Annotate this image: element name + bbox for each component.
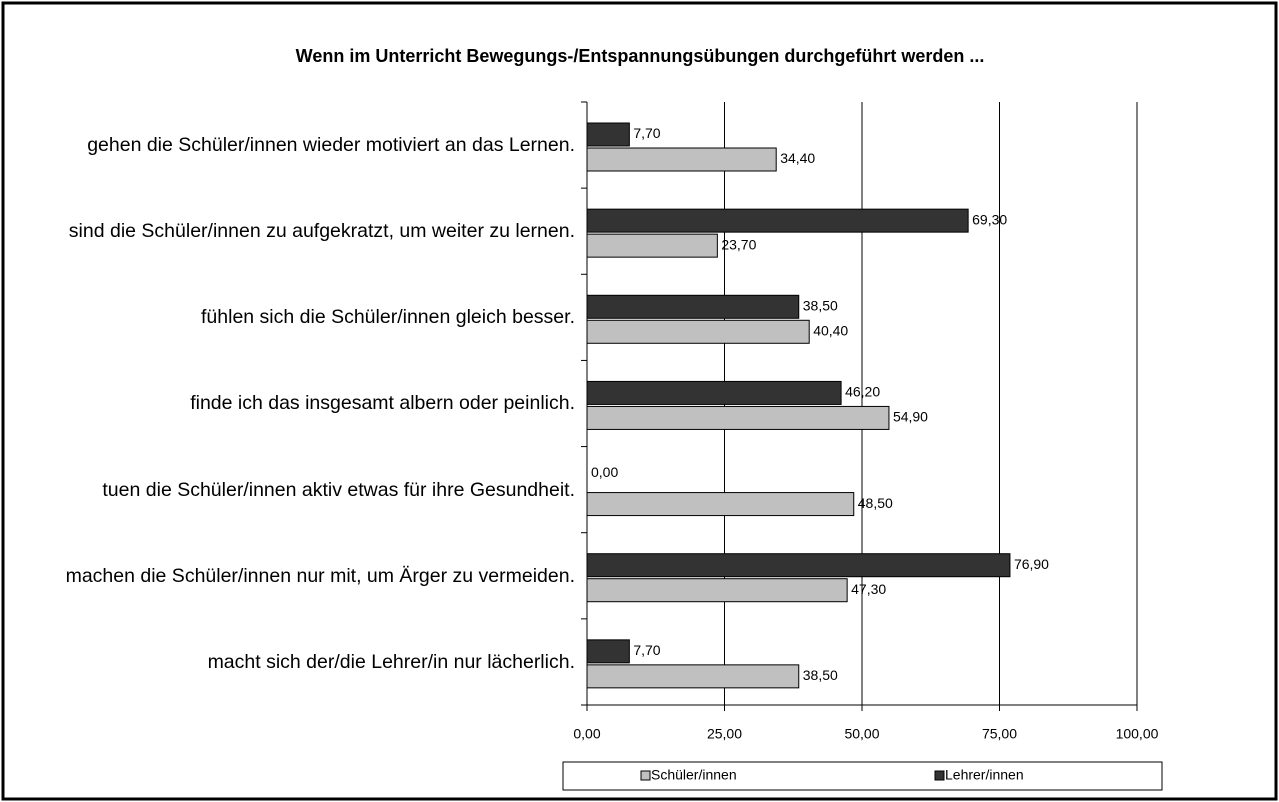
bar [586,208,969,233]
value-label: 34,40 [780,150,815,166]
value-label: 76,90 [1014,556,1049,572]
value-label: 38,50 [803,667,838,683]
bar [586,294,800,319]
bar [586,233,718,258]
value-label: 40,40 [813,322,848,338]
value-label: 46,20 [845,384,880,400]
category-label-box: tuen die Schüler/innen aktiv etwas für i… [10,447,575,533]
bar [586,664,800,689]
x-tick-label: 25,00 [707,726,742,742]
bar [586,492,855,517]
value-label: 69,30 [972,211,1007,227]
bar [586,319,810,344]
value-label: 7,70 [633,642,660,658]
bar [586,553,1011,578]
category-label-box: macht sich der/die Lehrer/in nur lächerl… [10,619,575,705]
value-label: 23,70 [721,236,756,252]
value-label: 7,70 [633,125,660,141]
category-label-box: gehen die Schüler/innen wieder motiviert… [10,102,575,188]
value-label: 48,50 [858,495,893,511]
x-tick-label: 0,00 [573,726,600,742]
bar [586,122,630,147]
value-label: 54,90 [893,409,928,425]
legend-swatch [934,770,945,781]
legend-box [562,761,1163,791]
y-tick-label: machen die Schüler/innen nur mit, um Ärg… [65,564,575,587]
y-tick-label: sind die Schüler/innen zu aufgekratzt, u… [68,220,575,243]
category-label-box: sind die Schüler/innen zu aufgekratzt, u… [10,188,575,274]
x-tick-label: 75,00 [982,726,1017,742]
category-label-box: finde ich das insgesamt albern oder pein… [10,360,575,446]
y-tick-label: fühlen sich die Schüler/innen gleich bes… [201,306,575,329]
bar [586,578,848,603]
y-tick-label: finde ich das insgesamt albern oder pein… [190,392,575,415]
chart-title: Wenn im Unterricht Bewegungs-/Entspannun… [296,46,985,66]
y-tick-label: macht sich der/die Lehrer/in nur lächerl… [207,650,575,673]
legend-label: Schüler/innen [651,767,737,783]
legend-label: Lehrer/innen [945,767,1024,783]
x-tick-label: 100,00 [1116,726,1159,742]
y-tick-label: tuen die Schüler/innen aktiv etwas für i… [102,478,575,501]
legend-swatch [640,770,651,781]
category-label-box: fühlen sich die Schüler/innen gleich bes… [10,274,575,360]
category-label-box: machen die Schüler/innen nur mit, um Ärg… [10,533,575,619]
value-label: 0,00 [591,464,618,480]
bar [586,380,842,405]
bar [586,405,890,430]
bar [586,147,777,172]
value-label: 38,50 [803,297,838,313]
value-label: 47,30 [851,581,886,597]
bar [586,639,630,664]
x-tick-label: 50,00 [844,726,879,742]
y-tick-label: gehen die Schüler/innen wieder motiviert… [87,134,575,156]
